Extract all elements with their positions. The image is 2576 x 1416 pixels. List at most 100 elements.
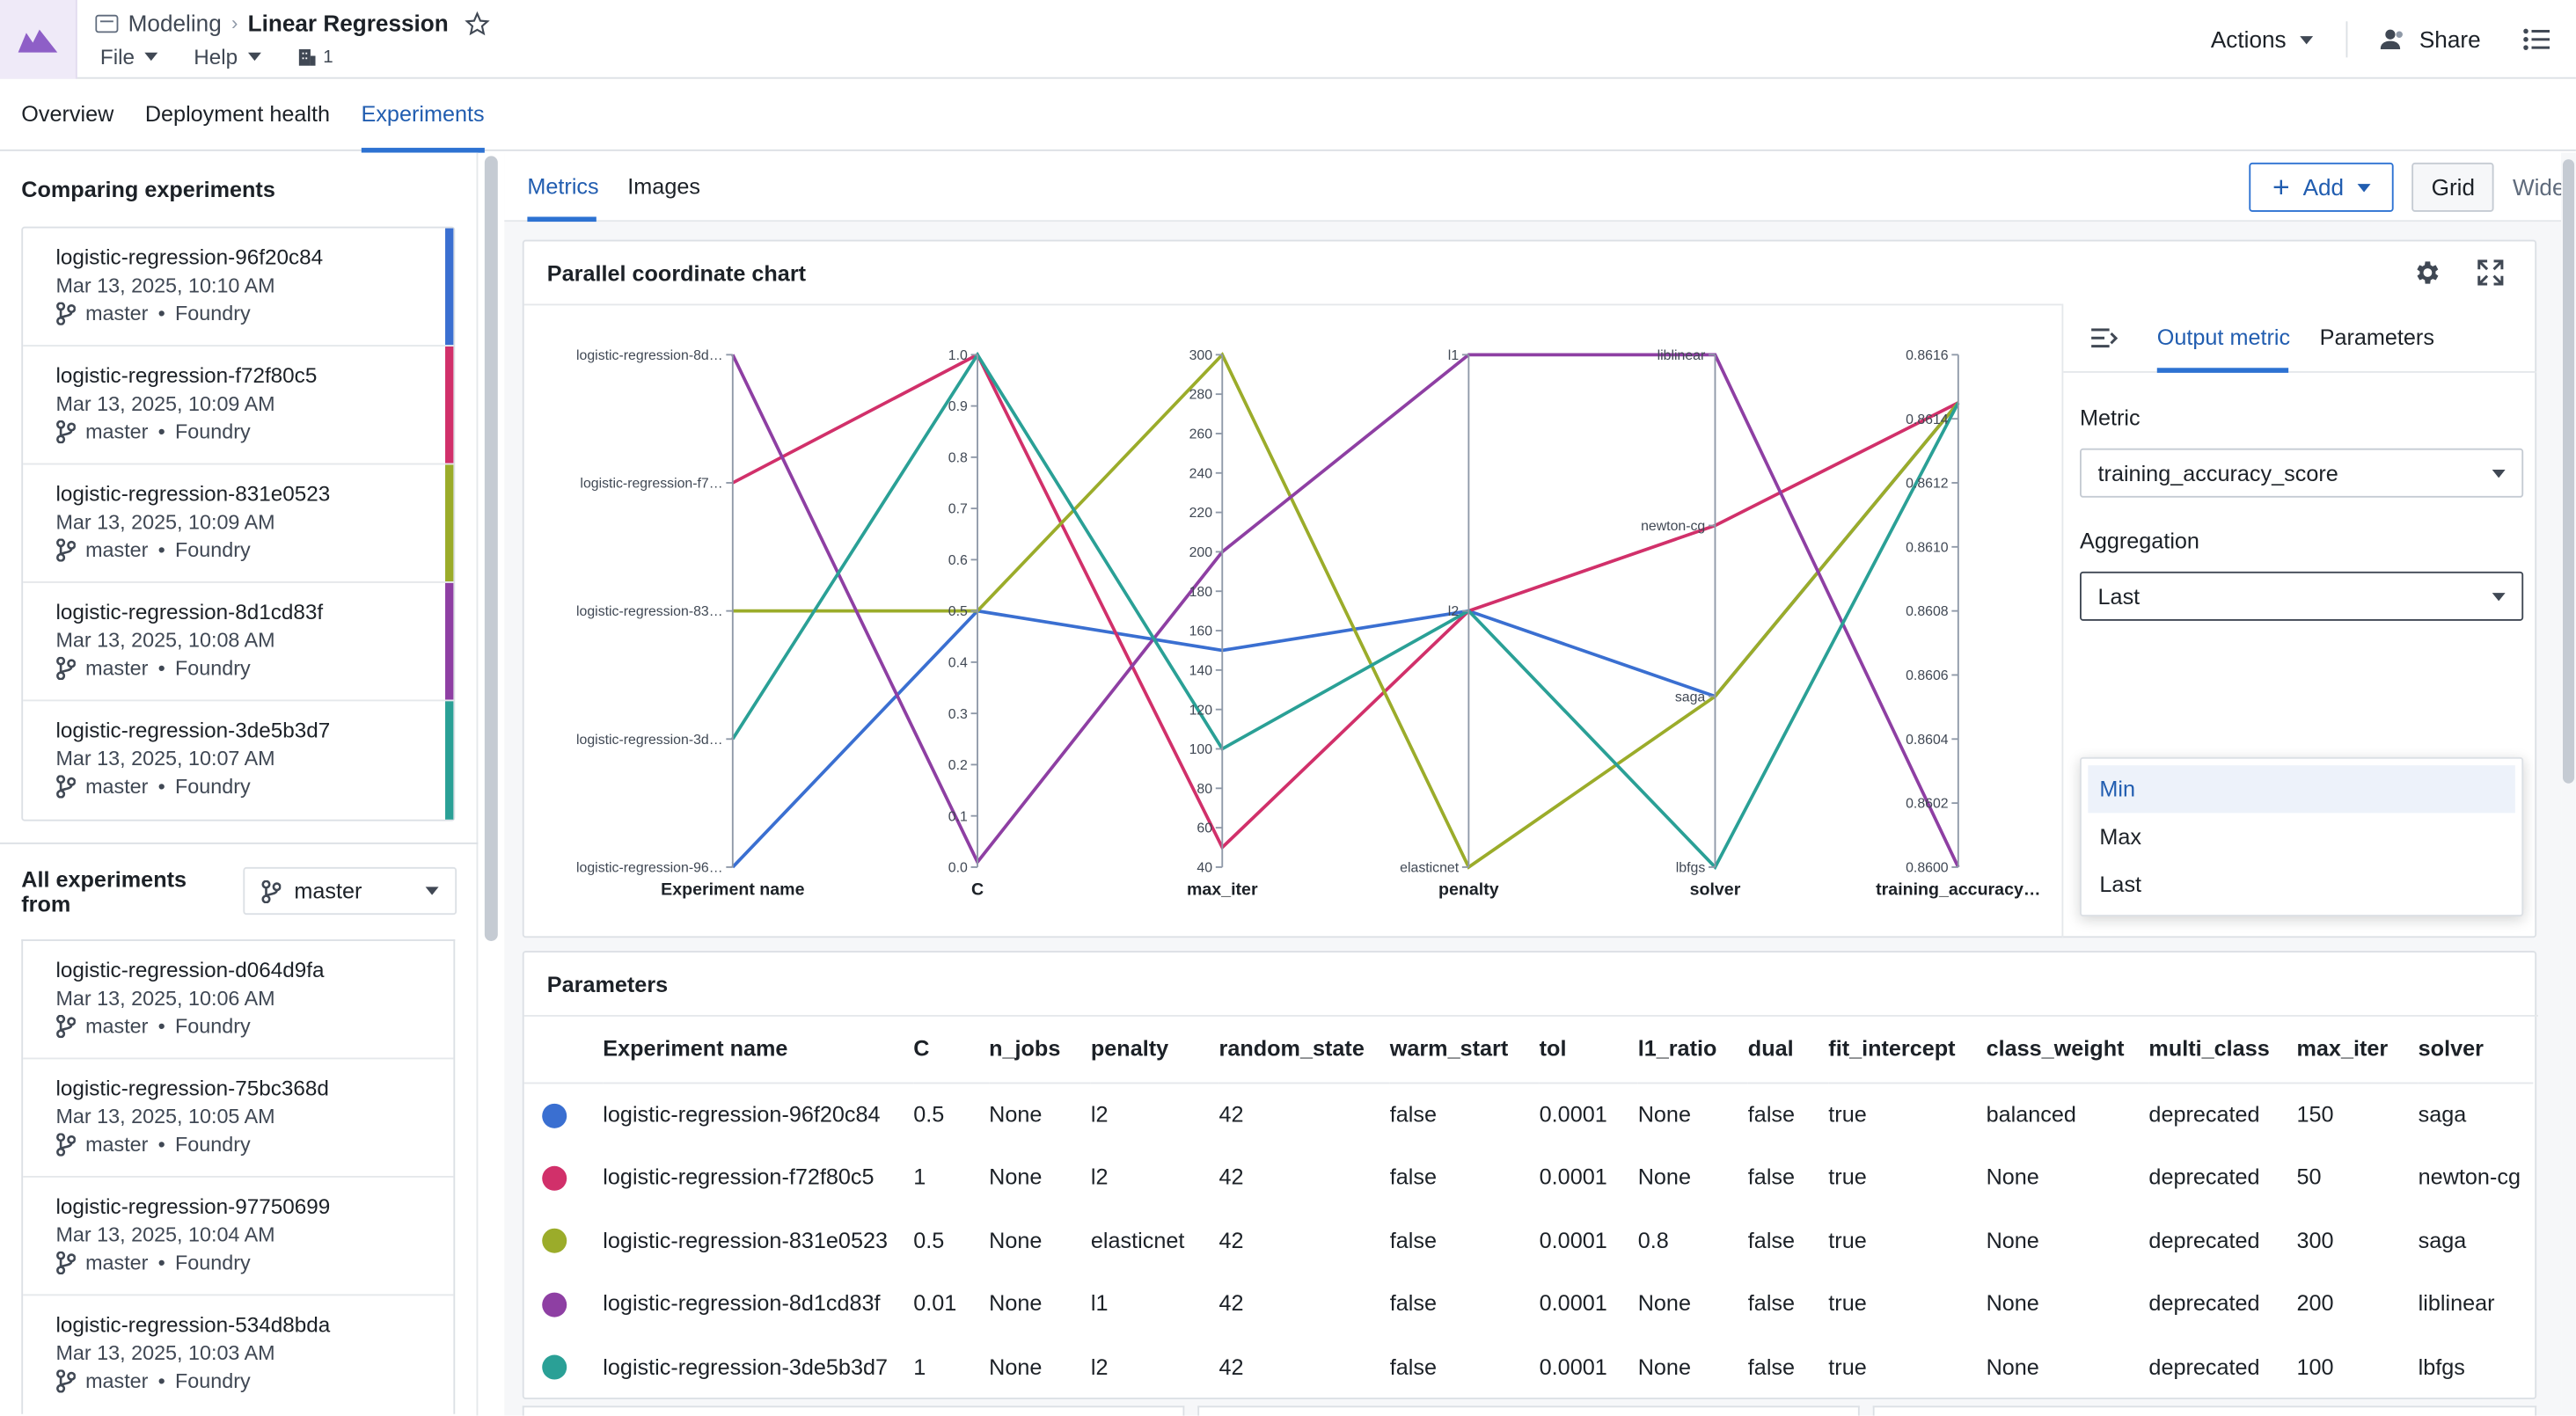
- table-cell: 50: [2296, 1164, 2322, 1190]
- experiment-card[interactable]: logistic-regression-534d8bda Mar 13, 2025…: [23, 1296, 453, 1413]
- table-cell: l2: [1090, 1354, 1109, 1380]
- column-header[interactable]: tol: [1539, 1016, 1638, 1084]
- branch-icon: [56, 656, 76, 681]
- option-min[interactable]: Min: [2088, 765, 2515, 814]
- list-view-icon[interactable]: [2514, 28, 2576, 51]
- add-button[interactable]: + Add: [2249, 162, 2394, 212]
- tab-overview[interactable]: Overview: [21, 101, 114, 127]
- chart-title: Parallel coordinate chart: [546, 260, 807, 286]
- branch-icon: [56, 1251, 76, 1275]
- gear-icon[interactable]: [2411, 258, 2441, 288]
- table-cell: None: [989, 1164, 1043, 1190]
- experiment-name: logistic-regression-96f20c84: [55, 245, 324, 270]
- table-cell: false: [1747, 1228, 1796, 1253]
- branch-icon: [56, 775, 76, 799]
- table-cell: newton-cg: [2418, 1164, 2521, 1190]
- column-header[interactable]: Experiment name: [603, 1016, 914, 1084]
- metric-label: Metric: [2080, 405, 2141, 431]
- option-last[interactable]: Last: [2099, 872, 2142, 897]
- aggregation-label: Aggregation: [2080, 529, 2199, 554]
- grid-view-button[interactable]: Grid: [2411, 162, 2495, 212]
- metric-select[interactable]: training_accuracy_score: [2080, 448, 2524, 498]
- tab-parameters[interactable]: Parameters: [2319, 325, 2434, 350]
- tab-metrics[interactable]: Metrics: [527, 173, 599, 199]
- series-color-bar: [445, 228, 454, 346]
- series-line[interactable]: [731, 351, 1960, 871]
- tick-label: saga: [1675, 690, 1706, 704]
- help-menu[interactable]: Help: [194, 44, 261, 69]
- wide-view-button[interactable]: Wide: [2512, 173, 2565, 201]
- column-header[interactable]: max_iter: [2296, 1016, 2419, 1084]
- table-row[interactable]: logistic-regression-8d1cd83f 0.01 None l1 42…: [524, 1272, 2534, 1335]
- column-header[interactable]: n_jobs: [989, 1016, 1091, 1084]
- tick-label: 180: [1189, 585, 1213, 600]
- column-header[interactable]: multi_class: [2148, 1016, 2297, 1084]
- table-cell: 0.8: [1637, 1228, 1669, 1253]
- aggregation-select[interactable]: Last: [2080, 571, 2524, 621]
- content-scrollbar[interactable]: [2561, 152, 2576, 1416]
- column-header[interactable]: dual: [1747, 1016, 1829, 1084]
- table-cell: true: [1828, 1101, 1867, 1127]
- star-icon[interactable]: [465, 11, 490, 35]
- collapse-panel-icon[interactable]: [2091, 327, 2119, 350]
- table-row[interactable]: logistic-regression-831e0523 0.5 None elast…: [524, 1208, 2534, 1272]
- tab-experiments[interactable]: Experiments: [361, 80, 485, 153]
- series-line[interactable]: [732, 352, 1960, 870]
- column-header[interactable]: random_state: [1218, 1016, 1390, 1084]
- column-header[interactable]: l1_ratio: [1637, 1016, 1748, 1084]
- tick-label: 0.8612: [1906, 477, 1949, 492]
- column-header[interactable]: warm_start: [1389, 1016, 1540, 1084]
- tick-label: 100: [1189, 742, 1213, 757]
- experiment-card[interactable]: logistic-regression-831e0523 Mar 13, 2025…: [23, 464, 454, 583]
- branch-select[interactable]: master: [243, 866, 457, 916]
- experiment-card[interactable]: logistic-regression-97750699 Mar 13, 2025…: [23, 1178, 454, 1296]
- experiment-card[interactable]: logistic-regression-d064d9fa Mar 13, 2025…: [23, 941, 454, 1060]
- branch-icon: [56, 1133, 76, 1157]
- table-row[interactable]: logistic-regression-3de5b3d7 1 None l2 42 fal…: [524, 1335, 2534, 1398]
- fullscreen-icon[interactable]: [2476, 258, 2506, 288]
- table-row[interactable]: logistic-regression-f72f80c5 1 None l2 42 fal…: [524, 1145, 2534, 1208]
- aggregation-dropdown-menu: Min Max Last: [2080, 756, 2524, 916]
- experiment-date: Mar 13, 2025, 10:03 AM: [55, 1341, 275, 1365]
- table-cell: false: [1389, 1101, 1438, 1127]
- file-menu[interactable]: File: [100, 44, 158, 69]
- column-header[interactable]: fit_intercept: [1828, 1016, 1987, 1084]
- column-header[interactable]: class_weight: [1986, 1016, 2149, 1084]
- sidebar-scrollbar[interactable]: [484, 156, 498, 941]
- tab-output-metric[interactable]: Output metric: [2156, 325, 2291, 350]
- caret-down-icon: [425, 887, 439, 895]
- tick-label: 0.8616: [1906, 348, 1949, 363]
- color-column-header: [523, 1016, 604, 1084]
- series-color-bar: [445, 464, 454, 582]
- app-logo[interactable]: [0, 0, 77, 79]
- experiment-card[interactable]: logistic-regression-96f20c84 Mar 13, 2025…: [23, 228, 454, 347]
- series-line[interactable]: [731, 352, 1959, 850]
- series-line[interactable]: [731, 401, 1960, 869]
- table-cell: balanced: [1986, 1101, 2076, 1127]
- breadcrumb-parent[interactable]: Modeling: [128, 10, 222, 37]
- column-header[interactable]: penalty: [1090, 1016, 1219, 1084]
- table-cell: 200: [2296, 1291, 2334, 1317]
- column-header[interactable]: C: [913, 1016, 990, 1084]
- organization-indicator[interactable]: 1: [296, 47, 333, 67]
- tab-deployment-health[interactable]: Deployment health: [144, 101, 331, 127]
- table-row[interactable]: logistic-regression-96f20c84 0.5 None l2 42 f…: [524, 1083, 2534, 1146]
- experiment-card[interactable]: logistic-regression-75bc368d Mar 13, 2025…: [23, 1059, 454, 1178]
- tab-images[interactable]: Images: [627, 173, 700, 199]
- experiment-card[interactable]: logistic-regression-f72f80c5 Mar 13, 2025…: [23, 347, 454, 465]
- experiment-name: logistic-regression-f72f80c5: [55, 362, 318, 388]
- tick-label: 0.8600: [1906, 861, 1949, 876]
- experiment-card[interactable]: logistic-regression-3de5b3d7 Mar 13, 2025…: [23, 701, 454, 820]
- share-button[interactable]: Share: [2347, 26, 2514, 53]
- tick-label: 0.8614: [1906, 412, 1949, 427]
- series-line[interactable]: [731, 353, 1960, 868]
- column-header[interactable]: solver: [2418, 1016, 2534, 1084]
- breadcrumb: Modeling › Linear Regression: [95, 10, 490, 37]
- chart-settings-panel: Output metric Parameters Metric training…: [2061, 303, 2537, 938]
- divider: [2345, 21, 2347, 58]
- actions-menu-button[interactable]: Actions: [2178, 26, 2345, 53]
- option-max[interactable]: Max: [2099, 824, 2142, 850]
- experiment-card[interactable]: logistic-regression-8d1cd83f Mar 13, 2025…: [23, 582, 454, 702]
- table-cell: false: [1389, 1164, 1438, 1190]
- table-cell: deprecated: [2148, 1354, 2260, 1380]
